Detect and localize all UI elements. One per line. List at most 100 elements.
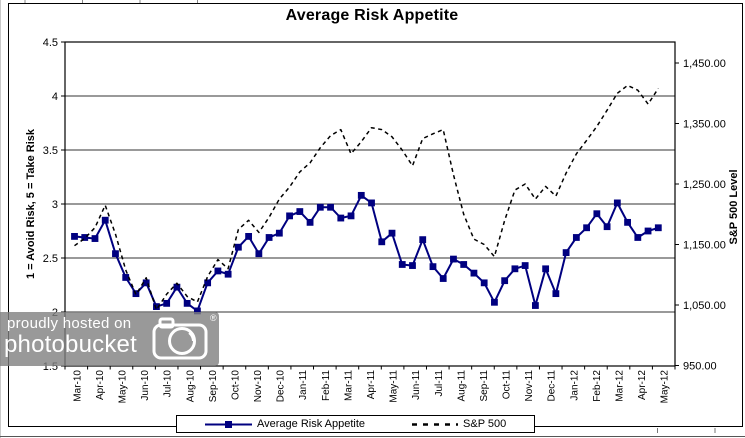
risk-appetite-marker (460, 261, 468, 268)
x-axis-month-label: Aug-10 (185, 370, 196, 403)
risk-appetite-marker (224, 270, 232, 278)
x-axis-month-label: Jul-10 (163, 370, 174, 398)
x-axis-month-label: Aug-11 (456, 370, 467, 402)
x-axis-month-label: Oct-10 (230, 370, 241, 400)
risk-appetite-marker (491, 298, 498, 306)
risk-appetite-marker (572, 234, 580, 241)
x-axis-month-label: Apr-10 (95, 370, 106, 400)
risk-appetite-marker (306, 218, 314, 226)
risk-appetite-marker (327, 203, 334, 211)
risk-appetite-marker (409, 262, 416, 269)
risk-appetite-marker (654, 224, 662, 232)
risk-appetite-marker (531, 302, 539, 309)
x-axis-month-label: Apr-11 (366, 370, 377, 400)
risk-appetite-marker (153, 303, 160, 310)
risk-appetite-marker (624, 218, 631, 226)
risk-appetite-marker (562, 249, 570, 256)
risk-appetite-marker (194, 307, 201, 315)
right-axis-tick-label: 1,350.00 (683, 118, 726, 130)
risk-appetite-marker (511, 265, 519, 273)
camera-icon (152, 317, 208, 360)
risk-appetite-marker (501, 277, 509, 285)
x-axis-month-label: Dec-11 (547, 370, 558, 402)
x-axis-month-label: May-10 (117, 370, 128, 404)
left-axis-tick-label: 3.5 (43, 145, 58, 157)
x-axis-month-label: Oct-11 (502, 370, 513, 400)
right-axis-tick-label: 950.00 (683, 360, 717, 372)
risk-appetite-marker (142, 279, 150, 287)
legend: Average Risk Appetite S&P 500 (176, 415, 535, 433)
risk-appetite-marker (296, 208, 304, 215)
risk-appetite-marker (286, 212, 293, 220)
x-axis-month-label: Feb-11 (321, 370, 332, 401)
risk-appetite-marker (450, 255, 457, 263)
sheet-row-line (0, 436, 745, 437)
risk-appetite-line (74, 194, 659, 312)
right-axis-tick-label: 1,050.00 (683, 300, 726, 312)
left-axis-tick-label: 3 (52, 199, 58, 211)
risk-appetite-marker (112, 250, 119, 258)
x-axis-month-label: Jul-11 (434, 370, 445, 397)
risk-appetite-marker (214, 267, 222, 275)
sheet-edge-line (0, 0, 1, 438)
right-axis-tick-label: 1,450.00 (683, 58, 726, 70)
x-axis-month-label: Mar-11 (343, 370, 354, 401)
risk-appetite-marker (388, 229, 396, 237)
sp500-line (74, 84, 659, 311)
legend-label-risk: Average Risk Appetite (257, 418, 366, 430)
photobucket-watermark: proudly hosted on photobucket ® (0, 312, 219, 366)
legend-item-sp500: S&P 500 (412, 418, 506, 430)
left-axis-tick-label: 2.5 (43, 253, 58, 265)
risk-appetite-marker (583, 224, 591, 232)
chart-title: Average Risk Appetite (285, 7, 459, 24)
risk-appetite-marker (316, 203, 324, 211)
risk-appetite-marker (275, 229, 283, 237)
left-axis-title: 1 = Avoid Risk, 5 = Take Risk (25, 129, 37, 279)
registered-trademark-icon: ® (210, 313, 217, 323)
x-axis-month-label: Dec-10 (276, 370, 287, 403)
x-axis-month-label: Feb-12 (592, 370, 603, 402)
x-axis-month-label: Nov-10 (253, 370, 264, 403)
x-axis-month-label: Sep-10 (208, 370, 219, 403)
sp500-line-sample-icon (412, 422, 459, 426)
legend-label-sp500: S&P 500 (463, 418, 507, 430)
x-axis-month-label: Mar-10 (72, 370, 83, 402)
risk-appetite-marker (347, 212, 355, 220)
risk-appetite-marker (439, 275, 447, 282)
risk-appetite-marker (173, 283, 181, 291)
risk-appetite-marker (634, 234, 642, 241)
right-axis-title: S&P 500 Level (728, 169, 740, 245)
risk-appetite-marker (603, 223, 611, 231)
risk-appetite-marker (613, 199, 621, 207)
x-axis-month-label: May-11 (389, 370, 400, 403)
risk-appetite-marker (337, 214, 345, 222)
x-axis-month-label: Sep-11 (479, 370, 490, 402)
legend-item-risk-appetite: Average Risk Appetite (205, 418, 365, 430)
risk-appetite-marker (163, 299, 171, 307)
risk-appetite-marker (245, 233, 253, 240)
x-axis-month-label: May-12 (660, 370, 671, 404)
risk-appetite-marker (204, 279, 212, 287)
x-axis-month-label: Jun-11 (411, 370, 422, 400)
x-axis-month-label: Mar-12 (615, 370, 626, 402)
x-axis-month-label: Apr-12 (637, 370, 648, 400)
risk-appetite-marker (91, 235, 99, 242)
risk-appetite-marker (71, 233, 78, 240)
right-axis-tick-label: 1,150.00 (683, 239, 726, 251)
risk-appetite-marker (470, 269, 478, 277)
x-axis-month-label: Jan-12 (569, 370, 580, 401)
risk-appetite-marker (81, 234, 89, 241)
risk-appetite-marker (378, 238, 386, 246)
x-axis-month-label: Jun-10 (140, 370, 151, 401)
risk-appetite-marker (480, 279, 488, 287)
risk-appetite-marker (122, 274, 130, 281)
left-axis-tick-label: 4 (52, 91, 58, 103)
watermark-brand: photobucket (4, 331, 137, 358)
x-axis-month-label: Nov-11 (524, 370, 535, 402)
risk-appetite-marker (593, 210, 601, 218)
left-axis-tick-label: 4.5 (43, 37, 58, 49)
risk-appetite-marker (357, 191, 365, 199)
x-axis-month-label: Jan-11 (298, 370, 309, 400)
